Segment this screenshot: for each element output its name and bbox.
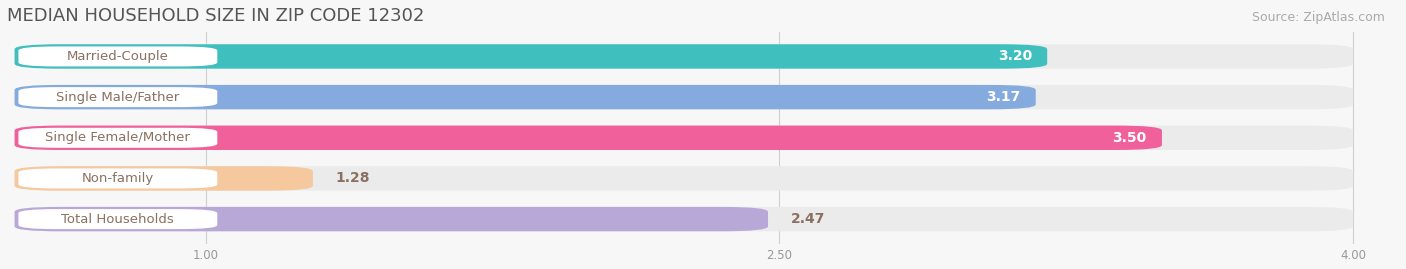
- FancyBboxPatch shape: [14, 85, 1036, 109]
- Text: 3.50: 3.50: [1112, 131, 1147, 145]
- Text: Source: ZipAtlas.com: Source: ZipAtlas.com: [1251, 11, 1385, 24]
- FancyBboxPatch shape: [18, 47, 218, 66]
- Text: 2.47: 2.47: [792, 212, 825, 226]
- FancyBboxPatch shape: [18, 87, 218, 107]
- FancyBboxPatch shape: [14, 166, 314, 191]
- FancyBboxPatch shape: [14, 126, 1161, 150]
- FancyBboxPatch shape: [14, 207, 1353, 231]
- FancyBboxPatch shape: [14, 126, 1353, 150]
- FancyBboxPatch shape: [14, 44, 1047, 69]
- Text: Total Households: Total Households: [62, 213, 174, 226]
- FancyBboxPatch shape: [14, 207, 768, 231]
- Text: MEDIAN HOUSEHOLD SIZE IN ZIP CODE 12302: MEDIAN HOUSEHOLD SIZE IN ZIP CODE 12302: [7, 7, 425, 25]
- FancyBboxPatch shape: [18, 128, 218, 148]
- Text: Single Female/Mother: Single Female/Mother: [45, 131, 190, 144]
- Text: Non-family: Non-family: [82, 172, 155, 185]
- Text: 3.20: 3.20: [998, 49, 1032, 63]
- Text: Single Male/Father: Single Male/Father: [56, 91, 180, 104]
- Text: 3.17: 3.17: [986, 90, 1021, 104]
- Text: 1.28: 1.28: [336, 171, 370, 185]
- FancyBboxPatch shape: [14, 44, 1353, 69]
- FancyBboxPatch shape: [14, 85, 1353, 109]
- FancyBboxPatch shape: [14, 166, 1353, 191]
- FancyBboxPatch shape: [18, 168, 218, 189]
- FancyBboxPatch shape: [18, 209, 218, 229]
- Text: Married-Couple: Married-Couple: [67, 50, 169, 63]
